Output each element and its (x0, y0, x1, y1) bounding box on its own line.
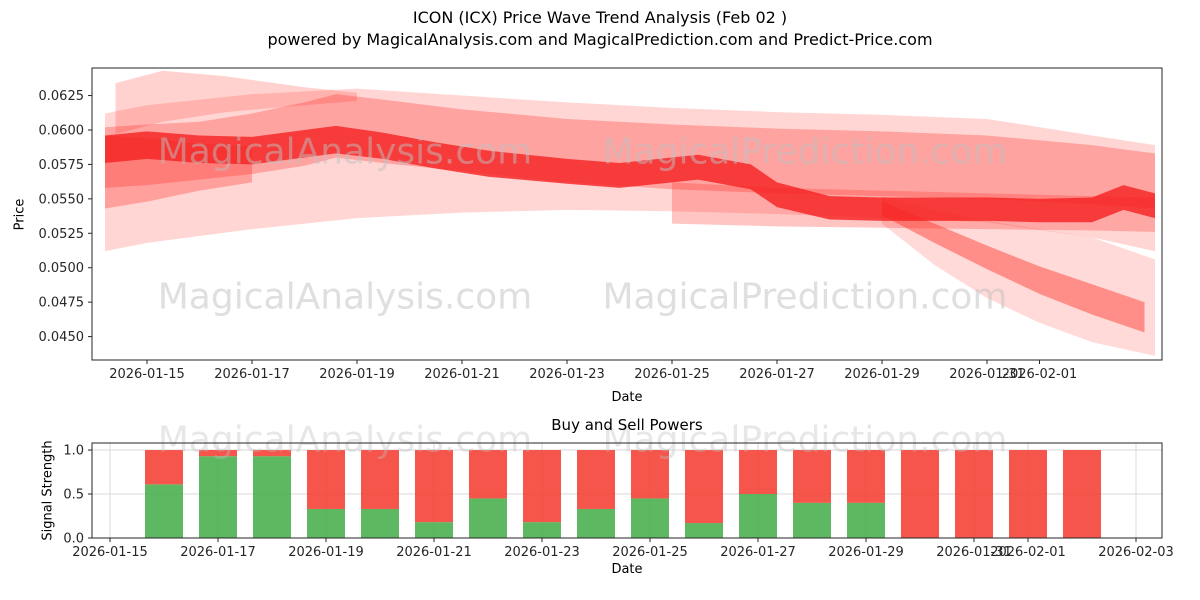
watermark-magicalanalysis: MagicalAnalysis.com (158, 132, 532, 173)
sell-bar (685, 450, 723, 524)
buy-bar (307, 508, 345, 538)
y-tick-label: 0.0625 (39, 89, 85, 104)
sell-bar (901, 450, 939, 538)
x-tick-label: 2026-02-01 (1002, 367, 1078, 382)
y-tick-label: 0.0 (63, 532, 84, 547)
sell-bar (469, 450, 507, 499)
x-tick-label: 2026-01-25 (634, 367, 710, 382)
buy-bar (847, 502, 885, 538)
x-tick-label: 2026-01-21 (396, 545, 472, 560)
band-mid-band (105, 94, 1155, 209)
watermark-magicalanalysis: MagicalAnalysis.com (158, 277, 532, 318)
sell-bar (1009, 450, 1047, 538)
price-plot-frame (91, 67, 1163, 361)
page-subtitle: powered by MagicalAnalysis.com and Magic… (267, 30, 933, 49)
sell-bar (145, 450, 183, 485)
buy-bar (199, 456, 237, 538)
sell-bar (253, 450, 291, 457)
buy-bar (523, 522, 561, 538)
x-tick-label: 2026-01-31 (936, 545, 1012, 560)
x-tick-label: 2026-01-29 (844, 367, 920, 382)
buy-bar (631, 498, 669, 538)
watermark-magicalprediction: MagicalPrediction.com (603, 132, 1008, 173)
y-tick-label: 1.0 (63, 444, 84, 459)
sell-bar (955, 450, 993, 538)
bottom-chart-title: Buy and Sell Powers (551, 416, 703, 434)
buy-bar (577, 508, 615, 538)
x-tick-label: 2026-01-19 (319, 367, 395, 382)
buy-bar (739, 494, 777, 538)
date-axis-label-bottom: Date (611, 562, 643, 577)
x-tick-label: 2026-01-17 (180, 545, 256, 560)
band-descend-envelope (882, 196, 1155, 356)
buy-bar (361, 508, 399, 538)
buy-bar (415, 522, 453, 538)
y-tick-label: 0.0450 (39, 330, 85, 345)
sell-bar (1063, 450, 1101, 538)
buy-bar (253, 456, 291, 538)
band-descend-branch (882, 201, 1145, 333)
watermark-magicalprediction: MagicalPrediction.com (603, 277, 1008, 318)
buy-bar (685, 523, 723, 538)
y-tick-label: 0.0525 (39, 227, 85, 242)
x-tick-label: 2026-01-27 (739, 367, 815, 382)
sell-bar (793, 450, 831, 503)
x-tick-label: 2026-02-01 (990, 545, 1066, 560)
y-tick-label: 0.0575 (39, 158, 85, 173)
sell-bar (199, 450, 237, 457)
y-tick-label: 0.0500 (39, 261, 85, 276)
x-tick-label: 2026-01-31 (949, 367, 1025, 382)
x-tick-label: 2026-01-25 (612, 545, 688, 560)
x-tick-label: 2026-01-15 (109, 367, 185, 382)
signal-plot-frame (91, 442, 1163, 539)
page-title: ICON (ICX) Price Wave Trend Analysis (Fe… (412, 8, 788, 27)
band-upper-wedge (115, 70, 357, 135)
buy-bar (469, 498, 507, 538)
x-tick-label: 2026-01-23 (529, 367, 605, 382)
buy-bar (793, 502, 831, 538)
sell-bar (415, 450, 453, 523)
x-tick-label: 2026-01-27 (720, 545, 796, 560)
y-tick-label: 0.0550 (39, 192, 85, 207)
x-tick-label: 2026-01-17 (214, 367, 290, 382)
watermark-magicalprediction: MagicalPrediction.com (603, 420, 1008, 461)
sell-bar (631, 450, 669, 499)
band-core-trend (105, 125, 1155, 223)
price-axis-label: Price (12, 198, 28, 231)
sell-bar (523, 450, 561, 523)
sell-bar (361, 450, 399, 509)
sell-bar (307, 450, 345, 509)
x-tick-label: 2026-01-15 (72, 545, 148, 560)
sell-bar (739, 450, 777, 495)
price-bands (105, 70, 1155, 356)
buy-bar (145, 484, 183, 538)
x-tick-label: 2026-01-19 (288, 545, 364, 560)
x-tick-label: 2026-01-21 (424, 367, 500, 382)
sell-bar (577, 450, 615, 509)
y-tick-label: 0.0600 (39, 123, 85, 138)
x-tick-label: 2026-02-03 (1098, 545, 1174, 560)
date-axis-label-top: Date (611, 390, 643, 405)
x-tick-label: 2026-01-23 (504, 545, 580, 560)
watermark-magicalanalysis: MagicalAnalysis.com (158, 420, 532, 461)
sell-bar (847, 450, 885, 503)
signal-strength-axis-label: Signal Strength (40, 440, 56, 541)
y-tick-label: 0.0475 (39, 296, 85, 311)
x-tick-label: 2026-01-29 (828, 545, 904, 560)
y-tick-label: 0.5 (63, 488, 84, 503)
